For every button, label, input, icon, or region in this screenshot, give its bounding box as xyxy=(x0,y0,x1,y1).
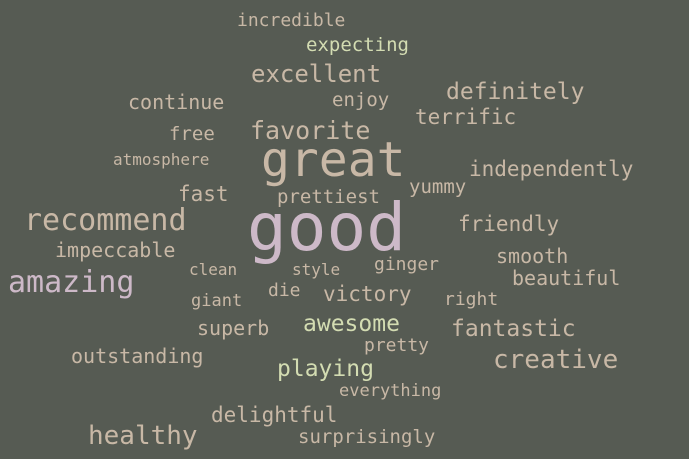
word-pretty: pretty xyxy=(364,335,430,356)
word-fast: fast xyxy=(178,182,229,206)
word-ginger: ginger xyxy=(374,254,440,275)
word-impeccable: impeccable xyxy=(55,238,176,262)
word-superb: superb xyxy=(197,316,270,340)
word-incredible: incredible xyxy=(237,10,346,31)
word-independently: independently xyxy=(469,157,634,181)
word-expecting: expecting xyxy=(306,34,409,56)
word-atmosphere: atmosphere xyxy=(113,150,210,169)
word-amazing: amazing xyxy=(8,265,135,300)
word-definitely: definitely xyxy=(446,79,585,105)
word-surprisingly: surprisingly xyxy=(298,426,436,448)
word-smooth: smooth xyxy=(496,244,569,268)
word-giant: giant xyxy=(191,291,243,311)
word-creative: creative xyxy=(493,345,619,375)
word-prettiest: prettiest xyxy=(277,186,380,208)
word-excellent: excellent xyxy=(251,60,382,88)
word-great: great xyxy=(261,132,406,188)
word-awesome: awesome xyxy=(303,311,400,337)
word-healthy: healthy xyxy=(88,421,198,451)
word-die: die xyxy=(268,280,301,301)
word-free: free xyxy=(169,123,215,145)
word-everything: everything xyxy=(339,381,442,401)
word-recommend: recommend xyxy=(24,203,187,238)
word-yummy: yummy xyxy=(409,176,467,198)
word-right: right xyxy=(444,289,499,310)
word-good: good xyxy=(247,189,406,266)
word-beautiful: beautiful xyxy=(512,266,621,290)
word-friendly: friendly xyxy=(458,212,560,236)
word-terrific: terrific xyxy=(415,105,517,129)
word-victory: victory xyxy=(323,282,412,306)
word-style: style xyxy=(292,260,341,279)
word-favorite: favorite xyxy=(250,116,371,145)
word-continue: continue xyxy=(128,90,225,114)
word-fantastic: fantastic xyxy=(451,316,576,342)
word-clean: clean xyxy=(189,260,238,279)
word-playing: playing xyxy=(277,356,374,382)
word-enjoy: enjoy xyxy=(332,89,390,111)
word-delightful: delightful xyxy=(211,403,338,427)
word-outstanding: outstanding xyxy=(71,344,204,368)
